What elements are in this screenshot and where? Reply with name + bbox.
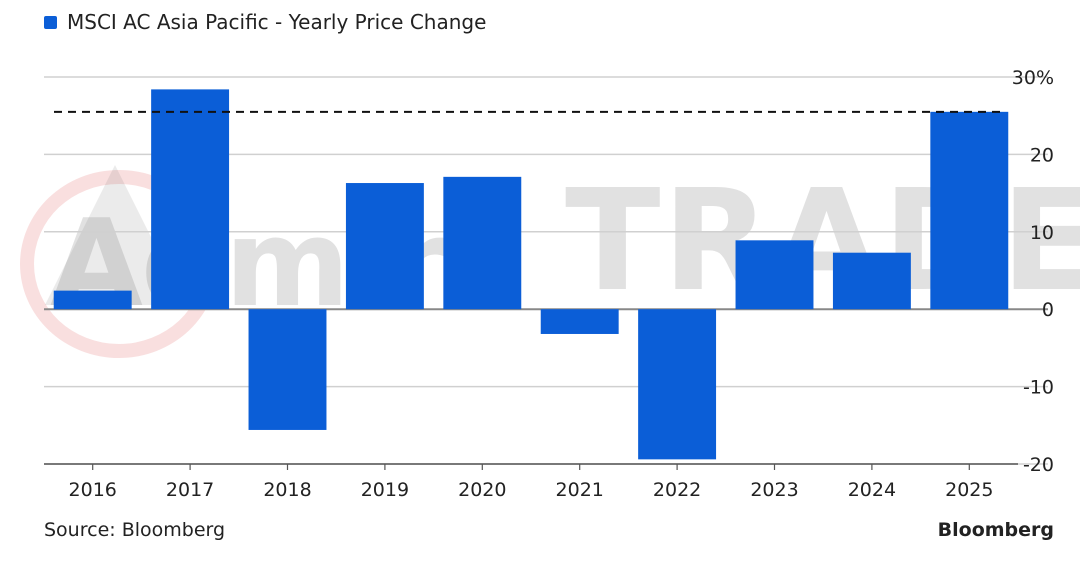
y-tick-label: -10 (1023, 377, 1054, 399)
x-tick-label: 2020 (458, 479, 506, 501)
y-tick-label: 10 (1030, 222, 1054, 244)
bar-2016 (53, 290, 132, 310)
x-tick-label: 2022 (653, 479, 701, 501)
bar-2023 (735, 240, 814, 310)
x-tick-label: 2025 (945, 479, 993, 501)
bar-2024 (832, 252, 911, 310)
bar-2022 (638, 309, 717, 460)
y-tick-label: 30% (1012, 67, 1054, 89)
x-tick-label: 2018 (263, 479, 311, 501)
brand-label: Bloomberg (937, 519, 1054, 541)
x-tick-label: 2024 (848, 479, 896, 501)
y-tick-label: 0 (1042, 299, 1054, 321)
source-note: Source: Bloomberg (44, 519, 226, 541)
y-tick-label: -20 (1023, 454, 1054, 476)
legend-label: MSCI AC Asia Pacific - Yearly Price Chan… (67, 10, 487, 34)
legend-swatch (44, 15, 57, 29)
bar-2018 (248, 309, 327, 430)
bar-2017 (151, 89, 230, 310)
bar-2021 (540, 309, 619, 334)
x-tick-label: 2023 (750, 479, 798, 501)
chart-legend: MSCI AC Asia Pacific - Yearly Price Chan… (44, 10, 486, 34)
x-tick-label: 2016 (69, 479, 117, 501)
x-tick-label: 2021 (556, 479, 604, 501)
bar-2025 (930, 111, 1009, 310)
x-tick-label: 2019 (361, 479, 409, 501)
x-tick-label: 2017 (166, 479, 214, 501)
bar-2020 (443, 176, 522, 310)
y-tick-label: 20 (1030, 144, 1054, 166)
bar-2019 (345, 183, 424, 310)
